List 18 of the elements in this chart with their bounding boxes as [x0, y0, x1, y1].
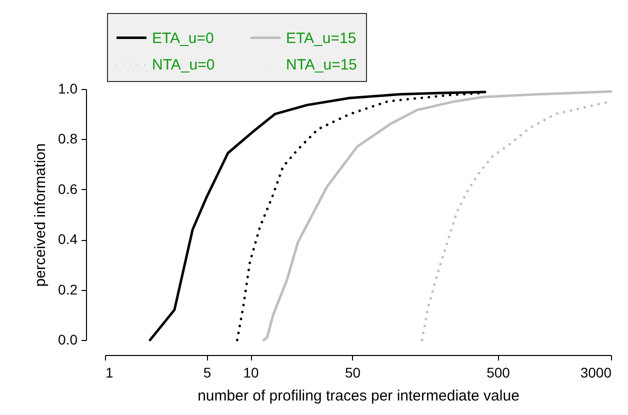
legend-label: NTA_u=0	[152, 56, 215, 74]
x-tick-label: 500	[486, 364, 510, 380]
y-tick-label: 0.2	[58, 281, 78, 298]
y-tick-label: 0.6	[58, 180, 78, 197]
x-tick-label: 1	[106, 364, 114, 380]
x-tick-label: 10	[243, 364, 260, 380]
x-tick-label: 50	[344, 364, 361, 380]
y-tick-label: 0.8	[58, 130, 78, 147]
x-axis-title: number of profiling traces per intermediate value	[198, 388, 520, 404]
y-tick-label: 0.0	[58, 332, 78, 348]
legend-label: NTA_u=15	[286, 56, 358, 74]
x-tick-label: 3000	[580, 364, 612, 380]
y-tick-label: 1.0	[58, 80, 78, 96]
legend-label: ETA_u=15	[286, 30, 356, 47]
legend-label: ETA_u=0	[152, 30, 214, 47]
x-tick-label: 5	[203, 364, 212, 380]
y-tick-label: 0.4	[58, 231, 78, 248]
y-axis-title: perceived information	[32, 143, 50, 287]
